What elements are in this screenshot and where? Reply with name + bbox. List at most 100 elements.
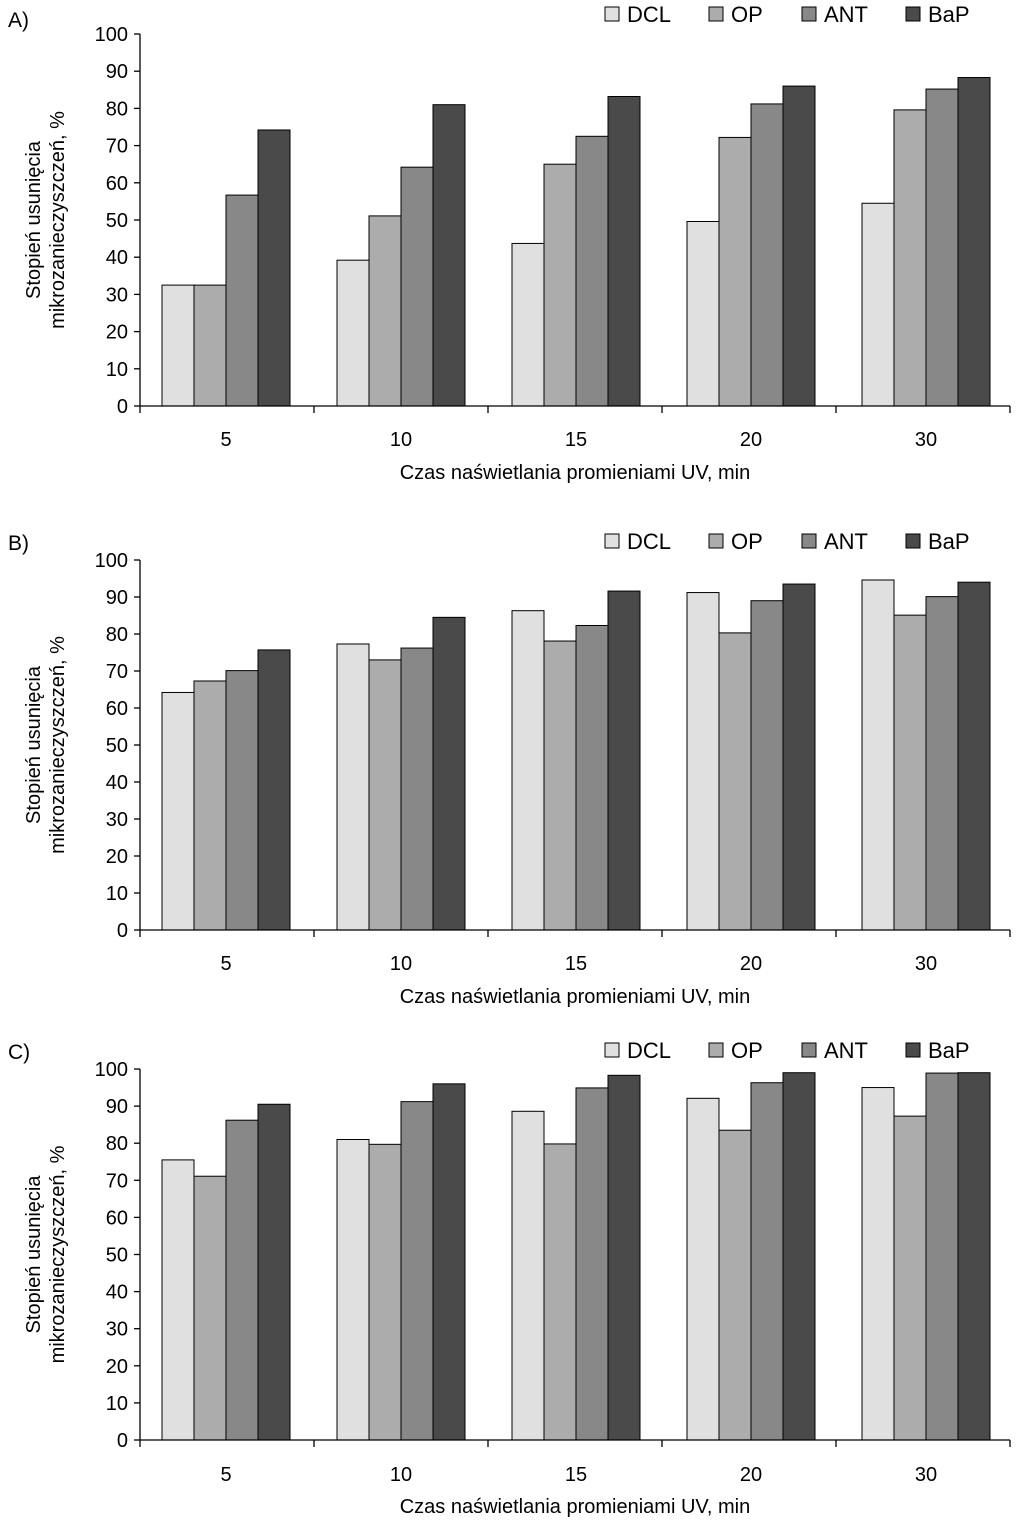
panel-label: B) <box>8 532 29 555</box>
legend-label-bap: BaP <box>928 1038 970 1063</box>
y-tick-label: 0 <box>117 920 128 942</box>
x-tick-label: 30 <box>915 1464 937 1486</box>
bar-bap-5 <box>257 1103 291 1441</box>
x-axis-title: Czas naświetlania promieniami UV, min <box>400 462 751 484</box>
y-tick-label: 50 <box>106 210 128 232</box>
legend-swatch-ant <box>801 6 817 22</box>
y-tick-label: 100 <box>95 1059 128 1081</box>
bar-ant-5 <box>225 194 259 407</box>
x-tick-label: 15 <box>565 429 587 451</box>
bar-op-20 <box>718 632 752 931</box>
bar-op-10 <box>368 215 402 407</box>
bar-ant-20 <box>750 103 784 407</box>
bar-bap-10 <box>432 104 466 407</box>
bar-bap-30 <box>957 77 991 407</box>
y-tick-label: 0 <box>117 396 128 418</box>
legend-label-ant: ANT <box>824 2 868 27</box>
y-tick-label: 60 <box>106 698 128 720</box>
bar-op-5 <box>193 680 227 931</box>
bar-ant-10 <box>400 647 434 931</box>
y-axis-title-line2: mikrozanieczyszczeń, % <box>47 111 69 329</box>
legend-swatch-ant <box>801 1042 817 1058</box>
x-tick-label: 15 <box>565 1464 587 1486</box>
bar-dcl-30 <box>861 202 895 407</box>
bar-ant-20 <box>750 1082 784 1441</box>
y-tick-label: 20 <box>106 322 128 344</box>
bar-op-10 <box>368 659 402 931</box>
bar-ant-20 <box>750 600 784 931</box>
y-tick-label: 90 <box>106 1096 128 1118</box>
bar-op-5 <box>193 284 227 407</box>
bar-op-10 <box>368 1143 402 1441</box>
bar-dcl-10 <box>336 643 370 931</box>
x-tick-label: 5 <box>220 429 231 451</box>
legend-swatch-op <box>708 6 724 22</box>
legend-swatch-ant <box>801 533 817 549</box>
legend-swatch-dcl <box>604 6 620 22</box>
bar-bap-5 <box>257 129 291 407</box>
bar-ant-15 <box>575 135 609 407</box>
x-tick-label: 20 <box>740 1464 762 1486</box>
bar-ant-5 <box>225 1119 259 1441</box>
chart-panel-a: A) 0 10 20 30 40 50 60 70 80 90 100 5 10 15 20 30 Czas na… <box>8 2 1011 484</box>
bar-dcl-20 <box>686 1097 720 1441</box>
bar-dcl-5 <box>161 1159 195 1441</box>
y-tick-label: 80 <box>106 98 128 120</box>
bar-bap-15 <box>607 95 641 407</box>
bar-op-15 <box>543 163 577 407</box>
x-axis-title: Czas naświetlania promieniami UV, min <box>400 986 751 1008</box>
x-axis-title: Czas naświetlania promieniami UV, min <box>400 1496 751 1518</box>
y-tick-label: 90 <box>106 587 128 609</box>
y-tick-label: 70 <box>106 661 128 683</box>
y-tick-label: 30 <box>106 809 128 831</box>
x-tick-label: 10 <box>390 1464 412 1486</box>
x-tick-label: 10 <box>390 429 412 451</box>
x-tick-label: 20 <box>740 953 762 975</box>
bar-bap-10 <box>432 616 466 931</box>
x-tick-label: 5 <box>220 953 231 975</box>
bar-op-20 <box>718 1129 752 1441</box>
bar-bap-15 <box>607 1074 641 1441</box>
bar-op-30 <box>893 1115 927 1441</box>
bar-bap-15 <box>607 590 641 931</box>
legend-swatch-dcl <box>604 1042 620 1058</box>
legend-swatch-bap <box>905 533 921 549</box>
y-tick-label: 90 <box>106 61 128 83</box>
legend-swatch-bap <box>905 1042 921 1058</box>
y-tick-label: 80 <box>106 1133 128 1155</box>
bar-dcl-10 <box>336 1138 370 1441</box>
bar-ant-15 <box>575 1087 609 1441</box>
y-tick-label: 40 <box>106 1282 128 1304</box>
legend-label-ant: ANT <box>824 1038 868 1063</box>
y-tick-label: 30 <box>106 1319 128 1341</box>
y-tick-label: 10 <box>106 1393 128 1415</box>
bar-ant-10 <box>400 1101 434 1441</box>
y-tick-label: 100 <box>95 24 128 46</box>
bar-dcl-30 <box>861 1087 895 1441</box>
x-tick-label: 15 <box>565 953 587 975</box>
bar-dcl-30 <box>861 579 895 931</box>
y-tick-label: 0 <box>117 1430 128 1452</box>
bar-op-15 <box>543 640 577 931</box>
y-tick-label: 20 <box>106 1356 128 1378</box>
bar-dcl-5 <box>161 284 195 407</box>
x-tick-label: 10 <box>390 953 412 975</box>
y-tick-label: 100 <box>95 550 128 572</box>
bar-dcl-20 <box>686 592 720 931</box>
legend-label-bap: BaP <box>928 529 970 554</box>
legend-label-op: OP <box>731 529 763 554</box>
panel-label: A) <box>8 9 29 32</box>
y-axis-title-line2: mikrozanieczyszczeń, % <box>47 636 69 854</box>
bar-op-15 <box>543 1143 577 1441</box>
y-tick-label: 60 <box>106 1207 128 1229</box>
legend-swatch-op <box>708 533 724 549</box>
y-tick-label: 10 <box>106 883 128 905</box>
bar-ant-30 <box>925 88 959 407</box>
y-axis-title-line1: Stopień usunięcia <box>23 665 45 824</box>
legend-label-ant: ANT <box>824 529 868 554</box>
y-tick-label: 70 <box>106 136 128 158</box>
bar-ant-10 <box>400 166 434 407</box>
bar-bap-5 <box>257 649 291 931</box>
bar-ant-15 <box>575 624 609 931</box>
legend-label-dcl: DCL <box>627 2 671 27</box>
